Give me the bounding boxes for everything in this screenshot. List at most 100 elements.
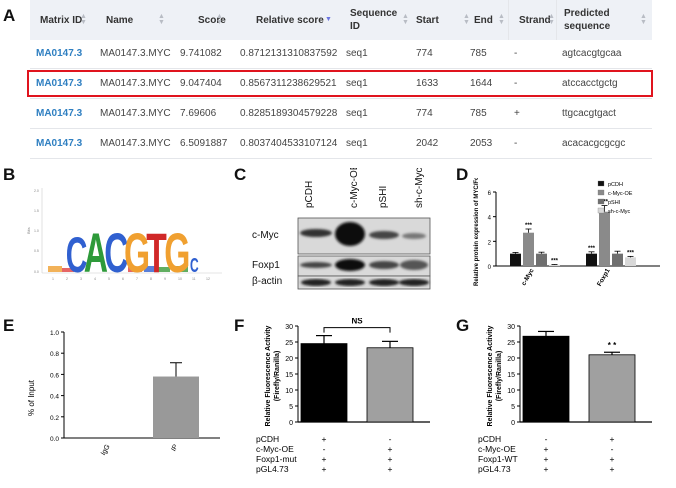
- cell-name: MA0147.3.MYC: [100, 48, 171, 59]
- col-header-strand[interactable]: Strand: [519, 14, 551, 26]
- bar-1: [366, 347, 414, 423]
- sort-icon[interactable]: ▲ ▼: [548, 13, 555, 26]
- cell-name: MA0147.3.MYC: [100, 108, 171, 119]
- chart-f: 0 5 10 15 20 25 30 Relative Fluorescence Activi…: [256, 318, 430, 474]
- condition-mark: +: [322, 464, 327, 474]
- sort-icon[interactable]: ▲ ▼: [158, 13, 165, 26]
- y-axis-label-unit: (Firefly/Ranilla): [496, 351, 503, 402]
- y-tick-label: 20: [507, 356, 515, 363]
- col-header-start[interactable]: Start: [416, 14, 439, 26]
- logo-xtick: 8: [150, 277, 152, 281]
- y-tick-label: 4: [488, 216, 492, 222]
- table-row: MA0147.3 MA0147.3.MYC 9.741082 0.8712131…: [30, 40, 652, 69]
- sort-icon[interactable]: ▲ ▼: [402, 13, 409, 26]
- panel-label-e: E: [3, 316, 15, 335]
- logo-letter-t: T: [146, 221, 167, 284]
- band: [369, 261, 399, 269]
- logo-minor-letter: [174, 266, 188, 272]
- western-blot-svg: pCDH c-Myc-OE pSHI sh-c-Myc c-Myc Foxp1 …: [252, 163, 431, 290]
- y-tick-label: 0: [289, 420, 293, 427]
- y-tick-label: 10: [285, 388, 293, 395]
- table-row: MA0147.3 MA0147.3.MYC 7.69606 0.82851893…: [30, 100, 652, 129]
- sort-icon[interactable]: ▲ ▼: [80, 13, 87, 26]
- chart-e: 0.0 0.2 0.4 0.6 0.8 1.0 % of Input IgG IP: [27, 330, 220, 457]
- cell-name: MA0147.3.MYC: [100, 138, 171, 149]
- condition-label: pCDH: [256, 434, 279, 444]
- cell-sequence-id: seq1: [346, 48, 368, 59]
- sort-icon[interactable]: ▲ ▼: [640, 13, 647, 26]
- sort-icon[interactable]: ▲ ▼: [498, 13, 505, 26]
- panel-label-f: F: [234, 316, 245, 335]
- condition-mark: -: [545, 434, 548, 444]
- legend-swatch: [597, 198, 605, 205]
- column-divider: [508, 0, 509, 40]
- y-tick-label: 0: [488, 265, 492, 271]
- condition-mark: +: [388, 464, 393, 474]
- y-tick-label: 5: [289, 404, 293, 411]
- sort-icon[interactable]: ▲ ▼: [216, 13, 223, 26]
- matrix-id-link[interactable]: MA0147.3: [36, 108, 83, 119]
- col-header-matrix-id[interactable]: Matrix ID: [40, 14, 83, 26]
- chart-d: 0 2 4 6 Relative protein expression of MYC/F…: [474, 178, 660, 288]
- legend-label: c-Myc-OE: [608, 191, 633, 197]
- protein-label-beta-actin: β-actin: [252, 276, 282, 287]
- panel-label-a: A: [3, 6, 16, 25]
- chart-g: 0 5 10 15 20 25 30 Relative Fluorescence Activi…: [478, 324, 652, 474]
- cell-score: 9.741082: [180, 48, 222, 59]
- y-tick-label: 0.2: [50, 415, 59, 422]
- table-row: MA0147.3 MA0147.3.MYC 9.047404 0.8567311…: [30, 70, 652, 99]
- y-tick-label: 2: [488, 240, 492, 246]
- matrix-id-link[interactable]: MA0147.3: [36, 48, 83, 59]
- logo-ytick: 1.0: [34, 229, 39, 233]
- significance-mark: ***: [551, 258, 559, 264]
- matrix-id-link[interactable]: MA0147.3: [36, 78, 83, 89]
- legend-swatch: [597, 189, 605, 196]
- logo-xtick: 4: [94, 277, 96, 281]
- panel-label-d: D: [456, 165, 469, 184]
- cell-score: 9.047404: [180, 78, 222, 89]
- col-header-end[interactable]: End: [474, 14, 493, 26]
- bar-c-Myc-c-Myc-OE: [523, 232, 534, 266]
- x-tick-label: c-Myc: [520, 267, 535, 287]
- lane-label-c-myc-oe: c-Myc-OE: [349, 168, 360, 208]
- bar-Foxp1-pCDH: [586, 253, 597, 266]
- y-tick-label: 0: [511, 420, 515, 427]
- panel-label-g: G: [456, 316, 470, 335]
- logo-xtick: 10: [178, 277, 182, 281]
- cell-end: 2053: [470, 138, 493, 149]
- condition-mark: +: [322, 434, 327, 444]
- logo-xtick: 11: [192, 277, 196, 281]
- col-header-score[interactable]: Score: [198, 14, 226, 26]
- cell-relative-score: 0.8285189304579228: [240, 108, 338, 119]
- cell-relative-score: 0.8037404533107124: [240, 138, 338, 149]
- x-tick-label: IP: [170, 443, 180, 453]
- condition-label: pGL4.73: [256, 464, 289, 474]
- logo-xtick: 1: [52, 277, 54, 281]
- logo-xtick: 3: [80, 277, 82, 281]
- significance-mark: ***: [525, 223, 533, 229]
- table-header: Matrix ID ▲ ▼ Name ▲ ▼ Score ▲ ▼ Relative s…: [30, 0, 652, 40]
- col-header-relative-score[interactable]: Relative score: [256, 14, 324, 26]
- y-tick-label: 1.0: [50, 330, 59, 337]
- y-axis-label: Relative Fluorescence Activity: [487, 325, 494, 426]
- legend-swatch: [597, 180, 605, 187]
- matrix-id-link[interactable]: MA0147.3: [36, 138, 83, 149]
- logo-minor-letter: [62, 268, 74, 272]
- col-header-name[interactable]: Name: [106, 14, 134, 26]
- logo-minor-letter: [128, 267, 142, 272]
- sort-icon[interactable]: ▲ ▼: [463, 13, 470, 26]
- condition-label: pGL4.73: [478, 464, 511, 474]
- sort-desc-active-icon[interactable]: ▼: [325, 16, 332, 23]
- y-tick-label: 0.0: [50, 436, 59, 443]
- y-tick-label: 10: [507, 388, 515, 395]
- col-header-predicted-sequence[interactable]: Predicted sequence: [564, 8, 611, 32]
- condition-mark: +: [544, 454, 549, 464]
- col-header-sequence-id[interactable]: Sequence ID: [350, 8, 398, 32]
- y-tick-label: 30: [507, 324, 515, 331]
- logo-xtick: 7: [136, 277, 138, 281]
- y-tick-label: 20: [285, 356, 293, 363]
- y-tick-label: 5: [511, 404, 515, 411]
- logo-yticks: 2.0 1.5 1.0 0.5 0.0: [34, 189, 39, 274]
- y-axis-label: Relative Fluorescence Activity: [265, 325, 272, 426]
- band: [335, 259, 365, 271]
